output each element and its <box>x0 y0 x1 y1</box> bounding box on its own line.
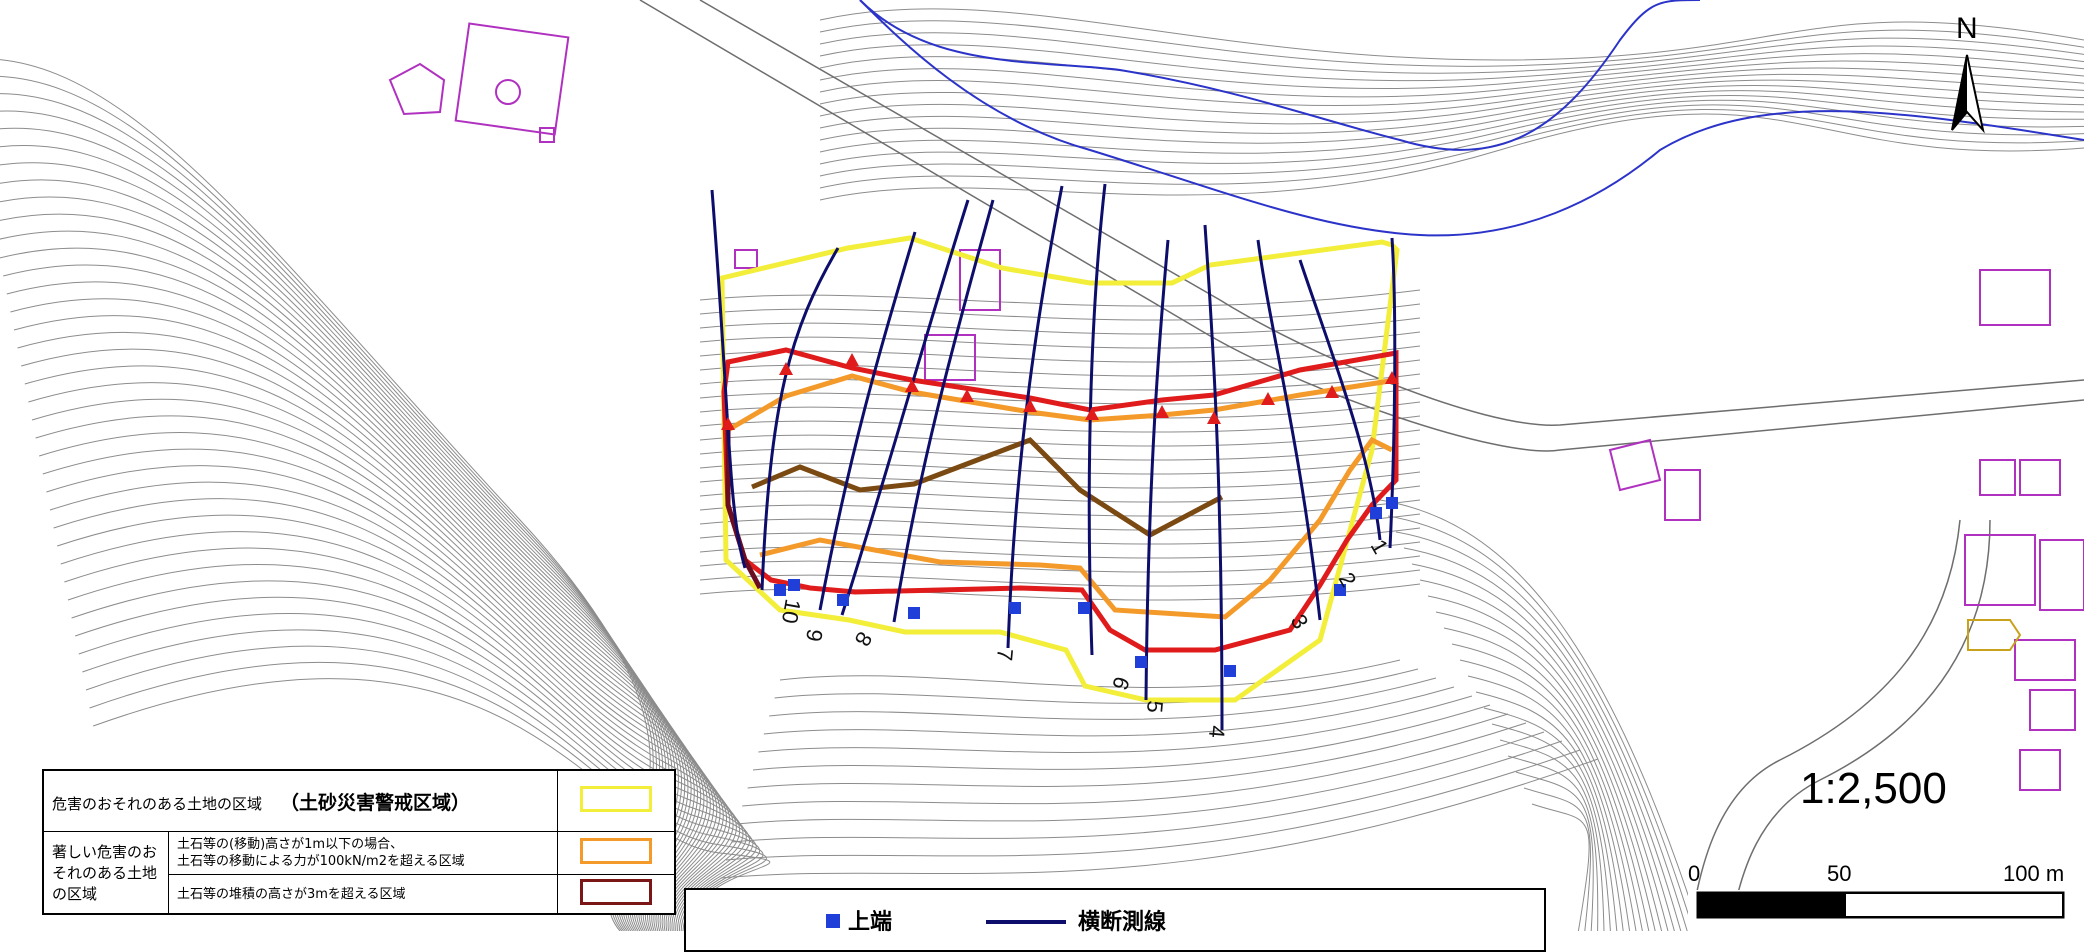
building-highlight <box>1967 619 2022 651</box>
legend-orange-line1: 土石等の(移動)高さが1m以下の場合、 <box>177 837 404 852</box>
orange-lines <box>726 373 1397 620</box>
section-number-8: 8 <box>850 628 878 651</box>
survey-line-label: 横断測線 <box>1078 910 1167 935</box>
upper-edge-markers <box>774 497 1398 677</box>
scale-ratio: 1:2,500 <box>1800 764 1947 813</box>
legend-group-label: 著しい危害のおそれのある土地の区域 <box>42 831 169 915</box>
scale-tick-0: 0 <box>1688 861 1700 886</box>
legend-darkred-text: 土石等の堆積の高さが3mを超える区域 <box>168 874 558 915</box>
swatch-darkred <box>580 879 652 905</box>
swatch-yellow <box>580 786 652 812</box>
upper-edge-label: 上端 <box>848 910 893 935</box>
legend-warning-emphasis: （土砂災害警戒区域） <box>280 791 471 814</box>
legend-row-darkred: 土石等の堆積の高さが3mを超える区域 <box>43 874 676 915</box>
buildings <box>388 22 2084 791</box>
legend-warning-text: 危害のおそれのある土地の区域 （土砂災害警戒区域） <box>42 769 558 832</box>
triangle-markers <box>721 353 1399 430</box>
legend-row-orange: 著しい危害のおそれのある土地の区域 土石等の(移動)高さが1m以下の場合、 土石… <box>42 831 676 915</box>
special-zone-lines <box>721 347 1399 653</box>
map-canvas: 1 2 3 4 5 6 7 8 9 10 N 1:2,500 0 50 100 … <box>0 0 2084 931</box>
section-number-7: 7 <box>992 648 1018 662</box>
upper-edge-symbol <box>826 914 840 928</box>
legend-orange-text: 土石等の(移動)高さが1m以下の場合、 土石等の移動による力が100kN/m2を… <box>168 831 558 875</box>
section-number-4: 4 <box>1204 725 1230 739</box>
survey-line-symbol <box>986 920 1066 924</box>
legend-darkred-swatch-cell <box>557 874 676 915</box>
scale-bar: 1:2,500 0 50 100 m <box>1688 764 2073 931</box>
section-numbers: 1 2 3 4 5 6 7 8 9 10 <box>777 535 1394 739</box>
section-number-9: 9 <box>801 627 828 643</box>
scale-tick-50: 50 <box>1827 861 1851 886</box>
legend-warning-swatch-cell <box>557 769 676 832</box>
north-label: N <box>1956 12 1978 45</box>
swatch-orange <box>580 838 652 864</box>
scale-tick-100: 100 m <box>2003 861 2064 886</box>
section-number-1: 1 <box>1366 535 1394 558</box>
survey-lines <box>710 183 1397 731</box>
section-number-5: 5 <box>1142 700 1168 714</box>
legend-warning-title: 危害のおそれのある土地の区域 <box>52 794 263 813</box>
legend-orange-line2: 土石等の移動による力が100kN/m2を超える区域 <box>177 854 465 869</box>
section-number-3: 3 <box>1286 610 1314 633</box>
legend-symbols: 上端 横断測線 <box>684 888 1546 952</box>
north-arrow: N <box>1951 12 1985 134</box>
legend-orange-swatch-cell <box>557 831 676 875</box>
river <box>859 0 2084 237</box>
deposit-zone-line <box>751 437 1224 538</box>
section-number-10: 10 <box>777 597 806 625</box>
legend-table: 危害のおそれのある土地の区域 （土砂災害警戒区域） 著しい危害のおそれのある土地の… <box>42 769 676 915</box>
legend-row-warning: 危害のおそれのある土地の区域 （土砂災害警戒区域） <box>42 769 676 832</box>
